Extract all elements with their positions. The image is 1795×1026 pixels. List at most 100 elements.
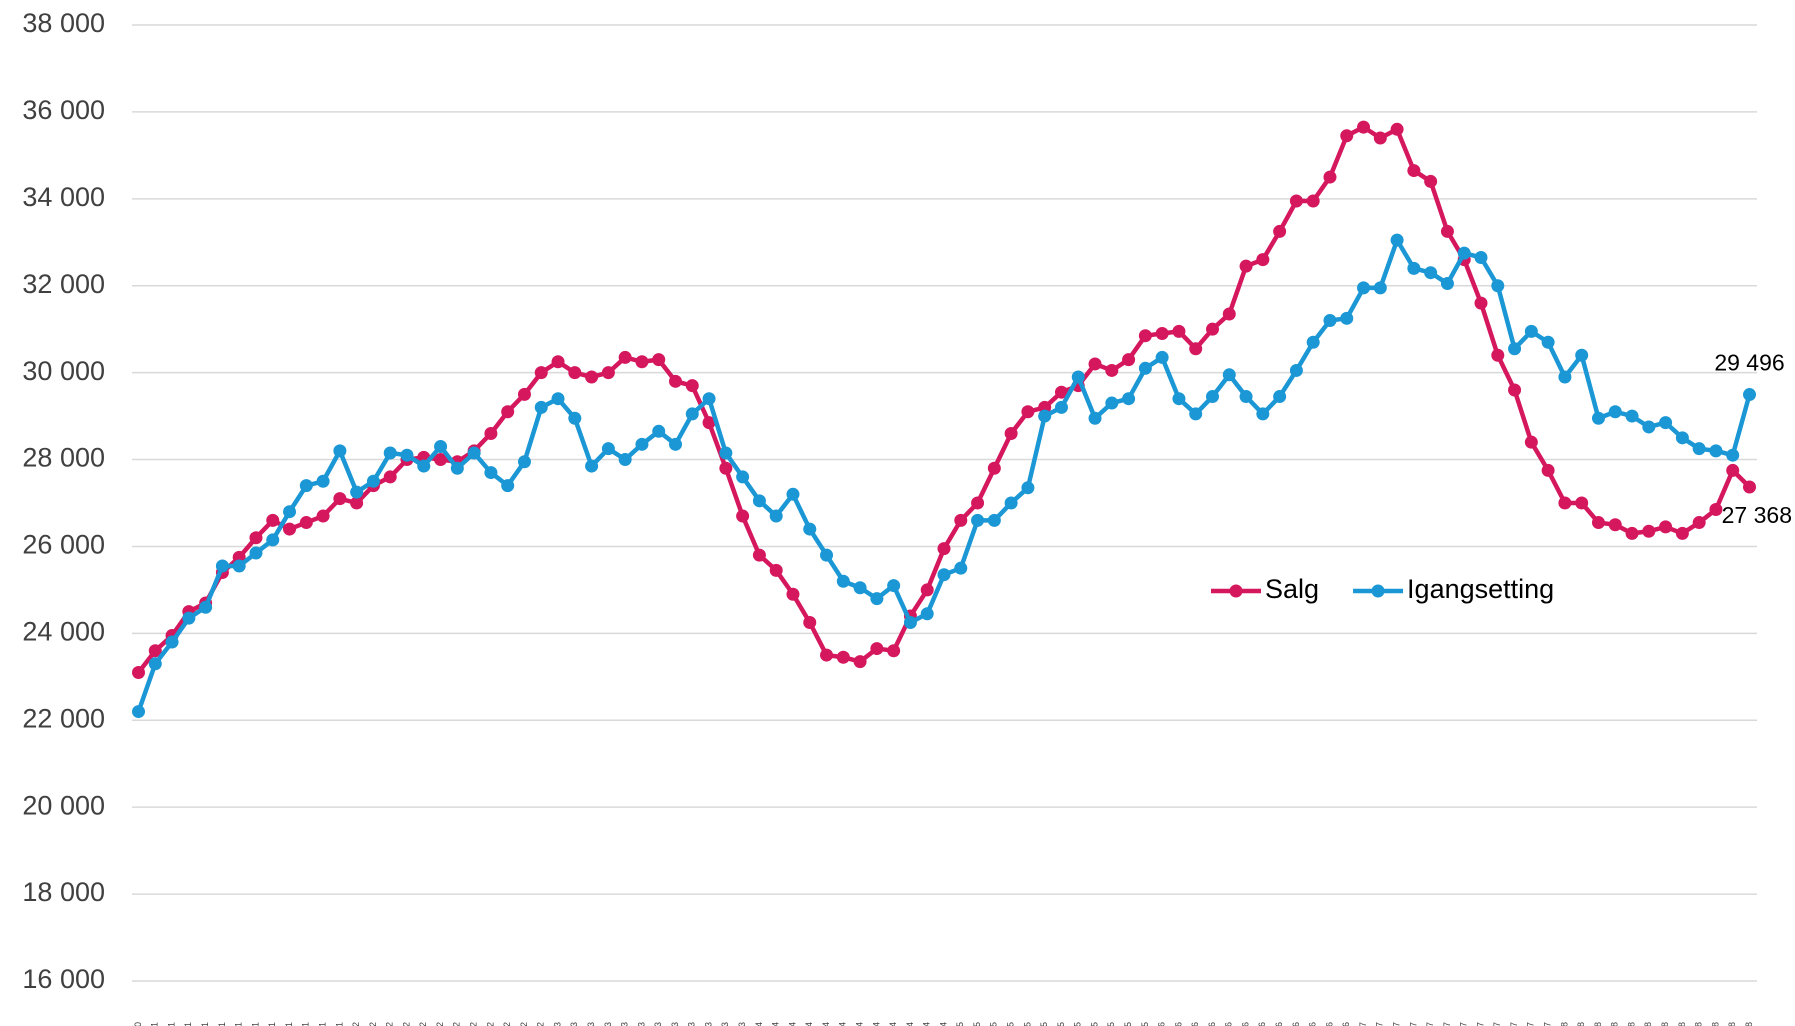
point: [1625, 409, 1639, 423]
x-tick-label: feb.12: [368, 1022, 378, 1026]
point: [501, 479, 515, 493]
point: [820, 648, 834, 662]
point: [1189, 407, 1203, 421]
y-tick-label: 16 000: [22, 964, 105, 994]
point: [350, 485, 364, 499]
point: [215, 559, 229, 573]
x-tick-label: sep.14: [888, 1022, 898, 1026]
point: [652, 424, 666, 438]
y-tick-label: 24 000: [22, 616, 105, 646]
point: [484, 466, 498, 480]
point: [1424, 174, 1438, 188]
point: [1340, 129, 1354, 143]
point: [769, 509, 783, 523]
point: [870, 642, 884, 656]
point: [870, 592, 884, 606]
point: [450, 461, 464, 475]
x-tick-label: jun.16: [1240, 1022, 1250, 1026]
x-tick-label: des.15: [1140, 1022, 1150, 1026]
x-tick-label: okt.12: [502, 1022, 512, 1026]
x-tick-label: des.16: [1341, 1022, 1351, 1026]
point: [618, 453, 632, 467]
point: [1289, 363, 1303, 377]
point: [752, 494, 766, 508]
x-tick-label: aug.15: [1073, 1022, 1083, 1026]
point: [1306, 335, 1320, 349]
point: [1625, 526, 1639, 540]
point: [1591, 516, 1605, 530]
x-tick-label: jun.12: [435, 1022, 445, 1026]
point: [803, 522, 817, 536]
point: [803, 616, 817, 629]
point: [400, 448, 414, 462]
x-tick-label: des.13: [737, 1022, 747, 1026]
point: [702, 392, 716, 406]
point: [1508, 383, 1522, 397]
x-tick-label: mar.14: [787, 1022, 797, 1026]
point: [1457, 246, 1471, 260]
x-tick-label: apr.13: [603, 1022, 613, 1026]
point: [1659, 416, 1673, 430]
x-tick-label: apr.17: [1408, 1022, 1418, 1026]
point: [987, 513, 1001, 527]
y-tick-label: 18 000: [22, 877, 105, 907]
point: [1390, 233, 1404, 247]
x-tick-label: jan.16: [1157, 1022, 1167, 1026]
point: [568, 411, 582, 425]
point: [585, 370, 599, 384]
point: [1289, 194, 1303, 208]
point: [937, 542, 951, 556]
x-tick-label: nov.14: [922, 1022, 932, 1026]
x-tick-label: mai.18: [1626, 1022, 1636, 1026]
value-label: 27 368: [1722, 502, 1792, 528]
point: [736, 509, 750, 523]
point: [1508, 342, 1522, 356]
point: [1709, 444, 1723, 458]
x-tick-label: sep.17: [1492, 1022, 1502, 1026]
x-tick-label: apr.18: [1610, 1022, 1620, 1026]
point: [417, 459, 431, 473]
point: [1054, 400, 1068, 414]
point: [1138, 361, 1152, 375]
point: [1575, 348, 1589, 362]
point: [1088, 411, 1102, 425]
point: [1491, 348, 1505, 362]
point: [283, 522, 297, 536]
x-tick-label: sep.18: [1694, 1022, 1704, 1026]
point: [534, 400, 548, 414]
x-tick-label: feb.15: [972, 1022, 982, 1026]
point: [1541, 463, 1555, 477]
x-tick-label: aug.13: [670, 1022, 680, 1026]
point: [1709, 503, 1723, 517]
point: [1105, 396, 1119, 410]
legend-marker: [1229, 584, 1243, 598]
x-tick-label: jan.14: [754, 1022, 764, 1026]
point: [1424, 266, 1438, 280]
x-tick-label: jul.12: [452, 1022, 462, 1026]
point: [165, 635, 179, 649]
point: [1743, 388, 1756, 402]
y-tick-label: 30 000: [22, 356, 105, 386]
x-tick-label: aug.11: [267, 1022, 277, 1026]
x-tick-label: jul.18: [1660, 1022, 1670, 1026]
point: [1323, 313, 1337, 327]
point: [316, 474, 330, 488]
point: [1273, 390, 1287, 404]
x-tick-label: okt.14: [905, 1022, 915, 1026]
point: [333, 444, 347, 458]
point: [1239, 390, 1253, 404]
point: [635, 437, 649, 451]
point: [1222, 307, 1236, 321]
point: [971, 496, 985, 510]
x-tick-label: mar.18: [1593, 1022, 1603, 1026]
x-tick-label: des.18: [1744, 1022, 1754, 1026]
legend-marker: [1371, 584, 1385, 598]
point: [1021, 405, 1035, 419]
point: [484, 426, 498, 440]
point: [1591, 411, 1605, 425]
point: [1440, 224, 1454, 238]
point: [685, 379, 699, 393]
point: [1088, 357, 1102, 371]
point: [1743, 480, 1756, 494]
point: [1659, 520, 1673, 534]
